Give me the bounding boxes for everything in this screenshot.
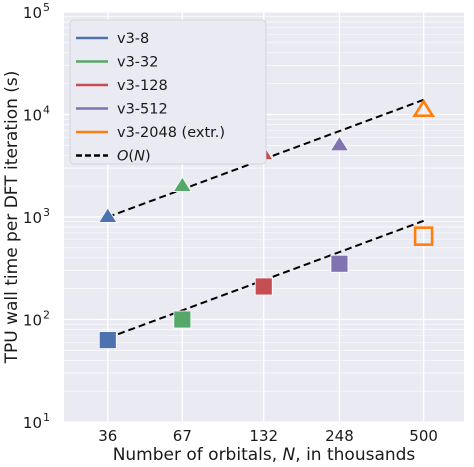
x-tick-label: 36: [98, 427, 117, 445]
triangle-marker: [172, 176, 193, 192]
legend-label: v3-2048 (extr.): [117, 125, 225, 141]
legend: v3-8 v3-32 v3-128 v3-512 v3-2048 (extr.) O(N): [69, 19, 267, 165]
y-tick-label: 10: [23, 4, 42, 22]
triangle-marker: [98, 207, 118, 223]
y-tick-exponent: 2: [43, 309, 50, 322]
legend-label: v3-512: [117, 102, 168, 118]
data-markers: [98, 98, 435, 349]
y-tick-exponent: 3: [43, 206, 50, 219]
legend-label: v3-8: [117, 31, 149, 47]
x-tick-label: 248: [325, 427, 354, 445]
y-tick-label: 10: [23, 107, 42, 125]
square-marker: [330, 254, 349, 273]
y-tick-label: 10: [23, 414, 42, 432]
legend-label: v3-128: [117, 78, 168, 94]
square-marker: [254, 277, 273, 296]
y-tick-exponent: 4: [43, 104, 50, 117]
legend-label: v3-32: [117, 55, 159, 71]
square-marker: [98, 331, 117, 349]
y-axis-label: TPU wall time per DFT iteration (s): [2, 71, 22, 365]
legend-label: O(N): [117, 149, 151, 165]
triangle-marker: [412, 98, 435, 117]
legend-box: [69, 19, 267, 165]
x-tick-label: 500: [409, 427, 438, 445]
y-tick-exponent: 5: [43, 1, 50, 14]
x-tick-label: 132: [249, 427, 278, 445]
y-tick-label: 10: [23, 209, 42, 227]
x-tick-labels: 36 67 132 248 500: [98, 427, 438, 445]
triangle-marker: [329, 135, 350, 152]
y-tick-label: 10: [23, 312, 42, 330]
square-marker: [173, 310, 192, 329]
x-tick-label: 67: [173, 427, 192, 445]
y-tick-exponent: 1: [43, 411, 50, 424]
square-marker: [413, 226, 434, 246]
x-axis-label: Number of orbitals, N, in thousands: [113, 445, 416, 465]
